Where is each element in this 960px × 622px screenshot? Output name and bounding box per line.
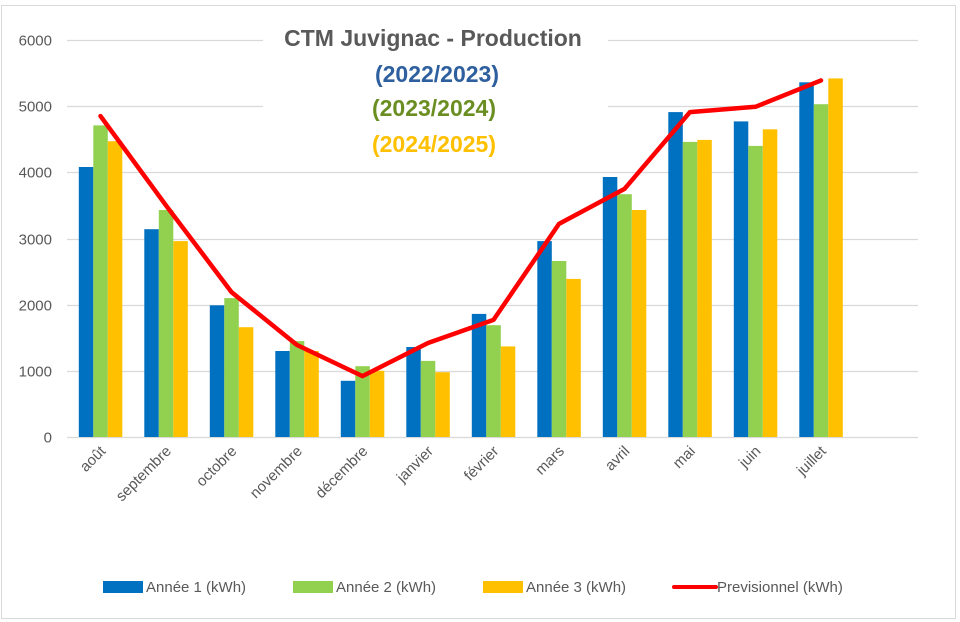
bar xyxy=(697,139,712,437)
y-axis-ticks: 0 1000 2000 3000 4000 5000 6000 xyxy=(19,33,52,447)
y-tick-label: 4000 xyxy=(19,165,52,182)
legend-label: Previsionnel (kWh) xyxy=(717,579,843,596)
x-tick-label: juin xyxy=(735,443,764,472)
subtitle-year-2: (2023/2024) xyxy=(372,95,496,121)
bar xyxy=(486,325,501,437)
bar xyxy=(828,78,843,438)
bar xyxy=(289,341,305,437)
y-tick-label: 3000 xyxy=(19,232,52,249)
bar xyxy=(566,278,581,437)
legend-label: Année 1 (kWh) xyxy=(146,579,246,596)
chart-title: CTM Juvignac - Production xyxy=(284,25,582,51)
bar xyxy=(369,370,385,437)
bar xyxy=(762,129,778,438)
bar xyxy=(224,298,239,437)
bar xyxy=(304,351,319,437)
x-tick-label: décembre xyxy=(312,443,371,502)
bar xyxy=(631,210,647,437)
x-tick-label: octobre xyxy=(193,443,240,490)
bar xyxy=(500,346,516,437)
y-tick-label: 2000 xyxy=(19,298,52,315)
bar xyxy=(799,82,814,438)
x-tick-label: mars xyxy=(532,443,568,479)
legend-swatch xyxy=(103,581,143,593)
legend-label: Année 2 (kWh) xyxy=(336,579,436,596)
bar xyxy=(471,313,487,437)
bar xyxy=(682,141,698,437)
forecast-line xyxy=(98,78,824,379)
y-tick-label: 6000 xyxy=(19,33,52,50)
bar xyxy=(617,194,632,437)
bar xyxy=(144,229,159,437)
title-background xyxy=(263,22,608,167)
bars xyxy=(78,78,843,438)
x-tick-label: avril xyxy=(602,443,633,474)
x-tick-label: mai xyxy=(670,443,699,472)
bar xyxy=(78,167,94,437)
forecast-line-path xyxy=(98,78,824,379)
x-tick-label: juillet xyxy=(793,442,830,479)
bar xyxy=(158,210,174,437)
y-tick-label: 1000 xyxy=(19,364,52,381)
x-tick-label: janvier xyxy=(393,443,437,487)
subtitle-year-1: (2022/2023) xyxy=(375,61,499,87)
bar xyxy=(748,145,763,437)
legend: Année 1 (kWh) Année 2 (kWh) Année 3 (kWh) P… xyxy=(103,579,843,596)
bar xyxy=(209,305,225,437)
bar xyxy=(420,360,436,437)
bar xyxy=(668,112,683,437)
x-tick-label: août xyxy=(77,442,110,475)
x-tick-label: novembre xyxy=(247,443,306,502)
bar xyxy=(340,380,356,437)
bar xyxy=(173,241,188,437)
bar xyxy=(93,125,108,438)
bar xyxy=(238,327,254,437)
x-tick-label: février xyxy=(461,443,502,484)
bar xyxy=(551,261,567,437)
bar xyxy=(537,241,552,437)
legend-label: Année 3 (kWh) xyxy=(526,579,626,596)
bar xyxy=(107,141,123,437)
y-tick-label: 5000 xyxy=(19,99,52,116)
y-tick-label: 0 xyxy=(44,430,52,447)
bar xyxy=(435,372,450,437)
bar xyxy=(733,121,749,438)
x-tick-label: septembre xyxy=(113,443,175,505)
x-axis-labels: août septembre octobre novembre décembre janv… xyxy=(77,442,831,505)
bar xyxy=(275,351,290,437)
subtitle-year-3: (2024/2025) xyxy=(372,131,496,157)
bar xyxy=(355,366,370,437)
bar xyxy=(406,347,421,437)
bar xyxy=(813,104,829,437)
legend-swatch xyxy=(293,581,333,593)
bar xyxy=(602,177,618,437)
chart-title-block: CTM Juvignac - Production (2022/2023) (2… xyxy=(263,22,608,167)
legend-swatch xyxy=(483,581,523,593)
